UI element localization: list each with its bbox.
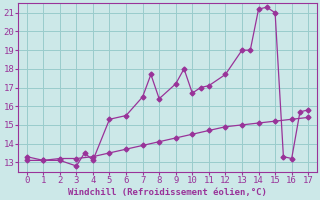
X-axis label: Windchill (Refroidissement éolien,°C): Windchill (Refroidissement éolien,°C) — [68, 188, 267, 197]
